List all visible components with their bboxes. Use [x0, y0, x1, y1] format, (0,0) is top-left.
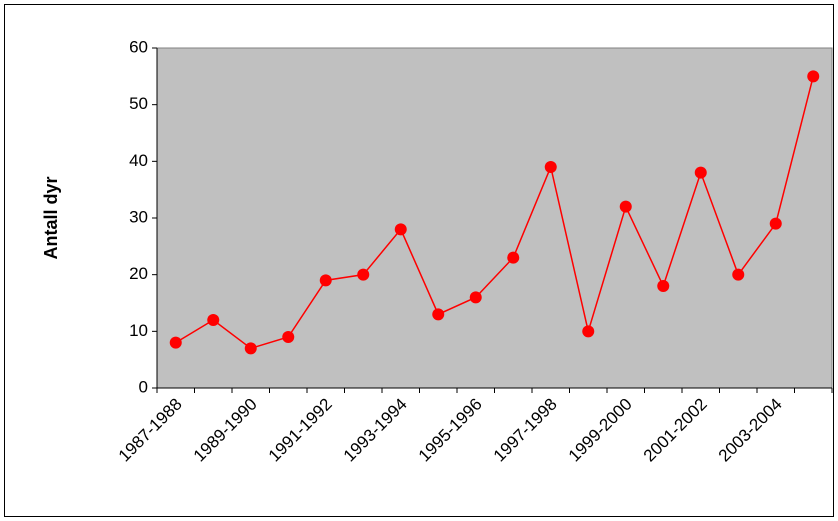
- data-point: [394, 223, 407, 236]
- data-point: [357, 268, 370, 281]
- data-point: [319, 274, 332, 287]
- y-axis-title: Antall dyr: [41, 176, 61, 259]
- plot-area: [156, 47, 833, 389]
- y-tick-label: 30: [129, 207, 148, 226]
- series-line: [175, 76, 814, 350]
- data-point: [807, 70, 820, 83]
- data-point: [657, 280, 670, 292]
- y-tick-label: 20: [129, 264, 148, 283]
- data-point: [544, 161, 557, 173]
- data-point: [469, 291, 482, 304]
- y-tick-label: 0: [139, 377, 148, 396]
- y-tick-label: 10: [129, 321, 148, 340]
- data-point: [694, 166, 707, 179]
- data-point: [282, 331, 295, 343]
- data-point: [769, 217, 782, 230]
- data-point: [732, 268, 745, 281]
- data-point: [244, 342, 257, 355]
- data-point: [619, 200, 632, 213]
- data-point: [432, 308, 445, 321]
- y-tick-label: 40: [129, 151, 148, 170]
- data-point: [207, 314, 220, 326]
- y-tick-label: 60: [129, 37, 148, 56]
- data-point: [582, 325, 595, 338]
- data-point: [169, 336, 182, 349]
- y-tick-label: 50: [129, 94, 148, 113]
- data-point: [507, 251, 520, 264]
